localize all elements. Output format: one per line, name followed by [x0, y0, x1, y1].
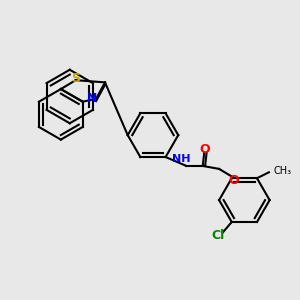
Text: S: S [71, 72, 80, 85]
Text: Cl: Cl [212, 229, 225, 242]
Text: O: O [229, 174, 239, 187]
Text: N: N [86, 92, 97, 105]
Text: NH: NH [172, 154, 190, 164]
Text: CH₃: CH₃ [273, 166, 292, 176]
Text: O: O [199, 143, 210, 156]
